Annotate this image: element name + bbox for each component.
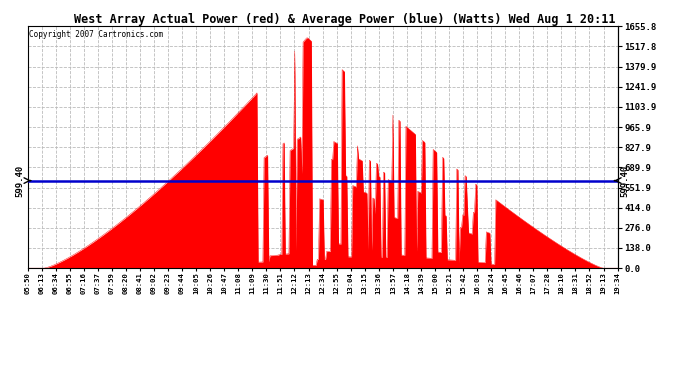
Text: 599.40: 599.40 (620, 165, 629, 197)
Text: 599.40: 599.40 (16, 165, 25, 197)
Text: Copyright 2007 Cartronics.com: Copyright 2007 Cartronics.com (29, 30, 163, 39)
Text: West Array Actual Power (red) & Average Power (blue) (Watts) Wed Aug 1 20:11: West Array Actual Power (red) & Average … (75, 13, 615, 26)
